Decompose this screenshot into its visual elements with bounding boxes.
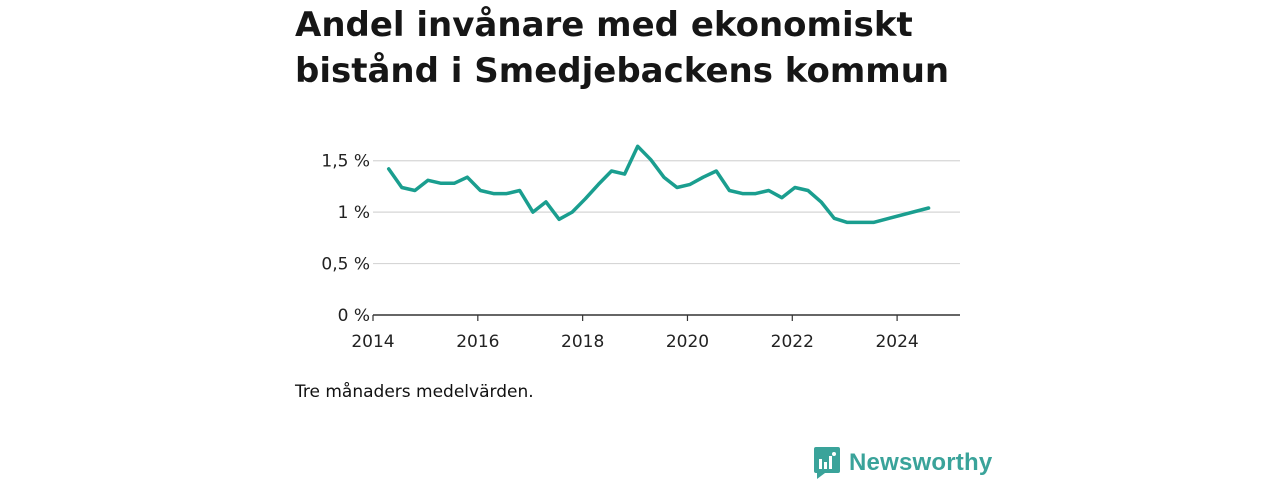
y-tick-label-0: 0 %	[338, 306, 370, 326]
y-tick-label-1: 0,5 %	[321, 255, 370, 275]
x-tick-label-2: 2018	[561, 332, 604, 352]
x-tick-label-3: 2020	[666, 332, 709, 352]
chart-title: Andel invånare med ekonomiskt bistånd i …	[295, 2, 995, 94]
x-tick-label-0: 2014	[351, 332, 394, 352]
y-tick-label-2: 1 %	[338, 203, 370, 223]
chart-title-line-2: bistånd i Smedjebackens kommun	[295, 51, 950, 91]
x-axis	[372, 314, 960, 321]
brand-name: Newsworthy	[849, 449, 993, 476]
x-axis-tick-labels: 2014 2016 2018 2020 2022 2024	[351, 332, 918, 352]
newsworthy-logo-icon	[814, 447, 840, 479]
x-tick-label-5: 2024	[875, 332, 918, 352]
y-axis-tick-labels: 0 % 0,5 % 1 % 1,5 %	[321, 152, 370, 326]
series-layer	[386, 144, 931, 225]
x-tick-label-1: 2016	[456, 332, 499, 352]
series-line-0	[386, 144, 931, 225]
grid-lines	[373, 160, 960, 265]
chart-title-line-1: Andel invånare med ekonomiskt	[295, 5, 913, 45]
chart-caption: Tre månaders medelvärden.	[295, 382, 534, 402]
y-tick-label-3: 1,5 %	[321, 152, 370, 172]
x-tick-label-4: 2022	[771, 332, 814, 352]
brand-logo: Newsworthy	[813, 446, 992, 480]
